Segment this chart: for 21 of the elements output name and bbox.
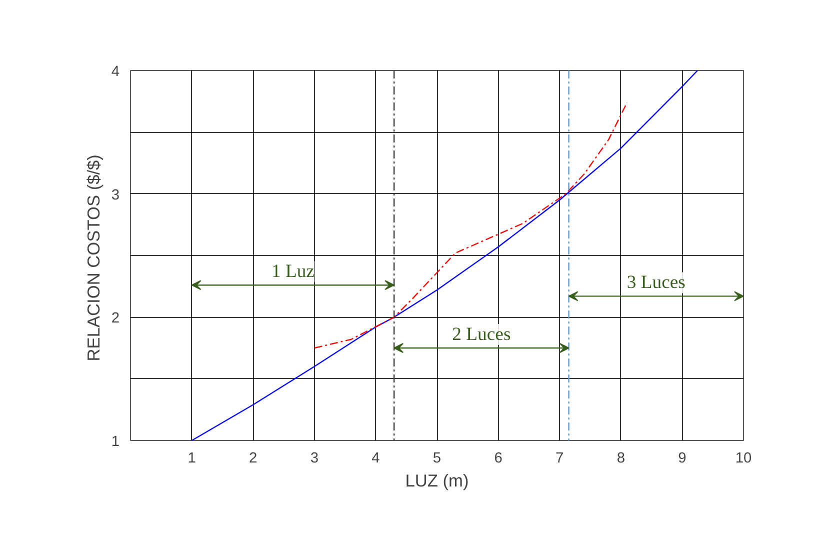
x-tick-label: 8 [616,450,625,466]
x-axis-title: LUZ (m) [405,470,469,490]
x-tick-label: 1 [188,450,196,466]
x-tick-label: 6 [494,450,502,466]
y-tick-label: 1 [111,434,120,450]
y-axis-title: RELACION COSTOS ($/$) [83,154,104,362]
annotation: 2 Luces [452,324,511,345]
annotation: 3 Luces [626,272,686,294]
y-tick-label: 3 [111,187,120,204]
line-series [314,102,628,349]
y-tick-label: 4 [111,64,120,80]
x-tick-label: 4 [372,450,380,466]
x-tick-label: 9 [678,450,686,466]
x-tick-label: 7 [556,450,564,466]
line-series [191,70,698,440]
x-tick-label: 3 [310,450,318,466]
x-tick-label: 2 [249,450,258,466]
y-tick-label: 2 [111,310,120,327]
annotation: 1 Luz [271,261,314,282]
x-tick-label: 5 [432,450,442,466]
x-tick-label: 10 [735,450,752,466]
